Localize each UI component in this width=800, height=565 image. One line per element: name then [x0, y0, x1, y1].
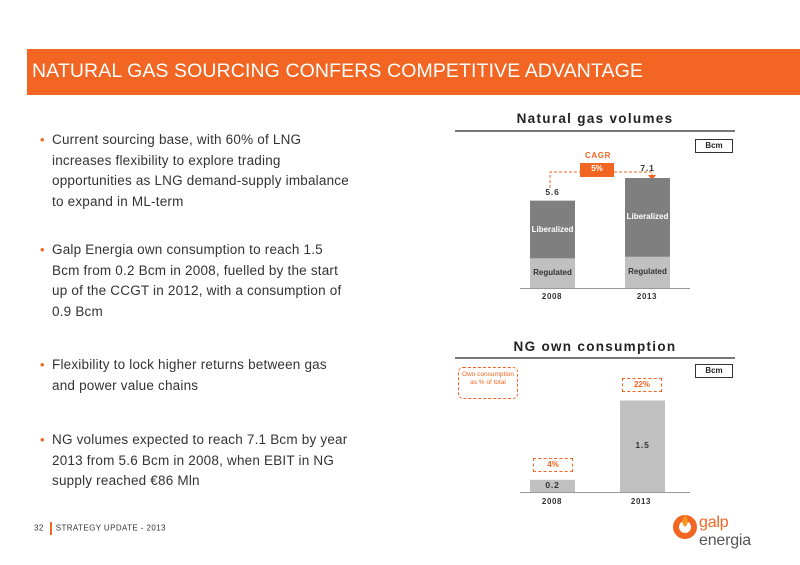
bullet-item: • Current sourcing base, with 60% of LNG… — [40, 130, 352, 212]
chart-divider — [455, 130, 735, 132]
unit-box: Bcm — [695, 139, 733, 153]
volumes-chart — [520, 178, 690, 289]
page-number: 32 — [34, 523, 44, 533]
value-label-2008: 0.2 — [545, 479, 560, 490]
bullet-dot-icon: • — [40, 357, 45, 372]
slide-title: NATURAL GAS SOURCING CONFERS COMPETITIVE… — [32, 60, 644, 82]
segment-label-liberalized: Liberalized — [626, 212, 669, 222]
x-tick-2008: 2008 — [541, 292, 563, 301]
bullet-item: • Galp Energia own consumption to reach … — [40, 240, 352, 322]
bar-liberalized-2013 — [625, 178, 670, 257]
chart-divider — [455, 357, 735, 359]
bullet-dot-icon: • — [40, 432, 45, 447]
x-tick-2013: 2013 — [630, 497, 652, 506]
bullet-dot-icon: • — [40, 132, 45, 147]
chart-title-volumes: Natural gas volumes — [516, 111, 674, 126]
bullet-dot-icon: • — [40, 242, 45, 257]
consumption-chart — [520, 400, 690, 493]
bullet-text: Galp Energia own consumption to reach 1.… — [52, 242, 342, 319]
segment-label-liberalized: Liberalized — [531, 224, 574, 234]
footer-text: STRATEGY UPDATE - 2013 — [55, 523, 166, 533]
bar-regulated-2013 — [625, 256, 670, 288]
galp-flame-icon — [673, 515, 697, 539]
bar-regulated-2008 — [530, 258, 575, 288]
logo-text: galp energia — [699, 514, 751, 549]
share-legend: Own consumption as % of total — [458, 367, 518, 399]
share-label-2008: 4% — [533, 458, 573, 472]
segment-label-regulated: Regulated — [628, 267, 667, 277]
galp-energia-logo: galp energia — [672, 509, 782, 549]
x-tick-2008: 2008 — [541, 497, 563, 506]
x-tick-2013: 2013 — [636, 292, 658, 301]
segment-label-regulated: Regulated — [533, 268, 572, 278]
bar-consumption-2013 — [620, 400, 665, 492]
footer-separator — [49, 522, 52, 535]
total-label-2013: 7.1 — [640, 163, 655, 174]
unit-box: Bcm — [695, 364, 733, 378]
bullet-text: NG volumes expected to reach 7.1 Bcm by … — [52, 432, 348, 488]
bullet-text: Flexibility to lock higher returns betwe… — [52, 357, 327, 393]
bar-liberalized-2008 — [530, 200, 575, 259]
total-label-2008: 5.6 — [545, 186, 560, 197]
cagr-value: 5% — [580, 163, 614, 177]
title-bar: NATURAL GAS SOURCING CONFERS COMPETITIVE… — [27, 49, 800, 95]
value-label-2013: 1.5 — [635, 440, 650, 451]
bar-consumption-2008 — [530, 479, 575, 492]
bullet-text: Current sourcing base, with 60% of LNG i… — [52, 132, 349, 209]
bullet-item: • Flexibility to lock higher returns bet… — [40, 355, 352, 396]
cagr-label: CAGR — [585, 151, 611, 160]
bullet-item: • NG volumes expected to reach 7.1 Bcm b… — [40, 430, 352, 492]
chart-title-consumption: NG own consumption — [513, 339, 677, 354]
footer: 32 STRATEGY UPDATE - 2013 — [34, 522, 166, 535]
share-label-2013: 22% — [622, 378, 662, 392]
